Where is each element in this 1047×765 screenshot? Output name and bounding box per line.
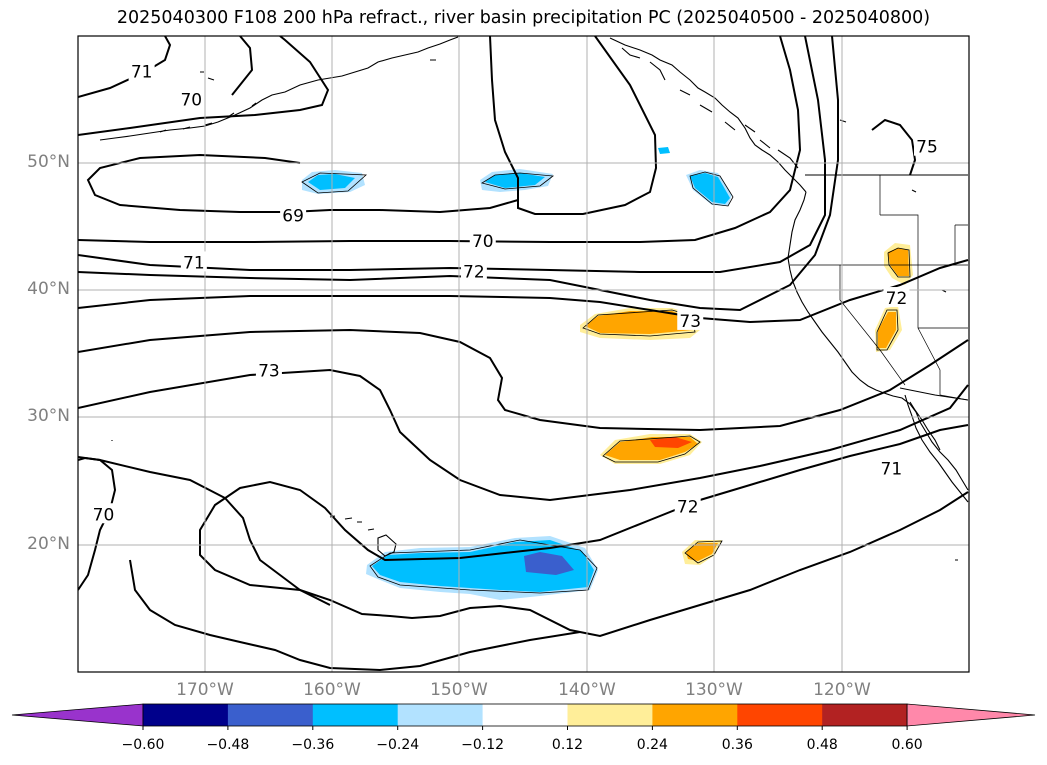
baja-coast: [904, 394, 969, 503]
colorbar-segment: [652, 704, 738, 726]
contour-line: [78, 328, 969, 432]
contour-label-bg: [180, 251, 207, 272]
colorbar-tick-label: −0.48: [206, 737, 250, 753]
contour-label-bg: [128, 60, 155, 81]
contour-label: 73: [258, 362, 280, 382]
contour-label-bg: [460, 260, 487, 281]
lat-label: 20°N: [27, 534, 70, 554]
contour-line: [86, 153, 519, 214]
precip-shading: [302, 147, 913, 600]
precip-positive-blob: [878, 312, 896, 348]
colorbar-segment: [482, 704, 568, 726]
precip-negative-blob: [690, 173, 730, 204]
lon-label: 120°W: [813, 680, 871, 700]
precip-positive-blob: [650, 437, 692, 448]
contour-line: [129, 559, 581, 672]
colorbar-segment: [822, 704, 908, 726]
contour-line: [78, 36, 826, 273]
contour-line: [78, 36, 330, 136]
precip-outlines: [301, 171, 911, 594]
refractivity-contours: [78, 36, 969, 672]
map-panel: 71 70 69 70 71 72 73 73 72 71 70 75 72: [77, 35, 970, 673]
contour-line: [199, 424, 969, 606]
contour-label-bg: [280, 204, 307, 225]
colorbar-segment: [737, 704, 823, 726]
contour-labels: 71 70 69 70 71 72 73 73 72 71 70 75 72: [90, 60, 940, 525]
gulf-california: [909, 401, 941, 451]
contour-line: [78, 456, 969, 638]
colorbar-segment: [143, 704, 229, 726]
colorbar-segment: [227, 704, 314, 726]
precip-positive-blob: [686, 543, 718, 561]
colorbar-tick-label: 0.24: [636, 737, 668, 753]
colorbar-segment: [567, 704, 653, 726]
colorbar-segment: [312, 704, 399, 726]
contour-label-bg: [469, 229, 496, 250]
lon-label: 170°W: [176, 680, 234, 700]
contour-line: [78, 456, 117, 591]
hawaii-islands: [329, 515, 397, 557]
north-america-coast: [787, 191, 969, 491]
contour-label-bg: [674, 495, 701, 516]
contour-label: 72: [463, 262, 485, 282]
contour-line: [871, 118, 917, 176]
precip-positive-blob: [585, 311, 693, 334]
lon-label: 130°W: [685, 680, 743, 700]
contour-label: 70: [472, 232, 494, 252]
contour-label-bg: [90, 503, 117, 524]
contour-line: [231, 36, 254, 96]
contour-label-bg: [883, 287, 910, 308]
map-frame: [77, 35, 970, 673]
lon-label: 140°W: [558, 680, 616, 700]
lon-label: 150°W: [430, 680, 488, 700]
lat-label: 40°N: [27, 279, 70, 299]
precip-negative-blob: [658, 147, 670, 154]
contour-label: 71: [183, 253, 205, 273]
lat-label: 50°N: [27, 152, 70, 172]
state-borders: [790, 175, 969, 401]
contour-line: [78, 36, 802, 243]
contour-line: [78, 36, 172, 98]
colorbar-extend-low: [11, 703, 144, 727]
contour-line: [489, 36, 658, 215]
contour-line: [78, 368, 969, 502]
colorbar-tick-label: −0.24: [376, 737, 420, 753]
contour-label: 71: [131, 63, 153, 83]
colorbar-tick-label: 0.60: [891, 737, 923, 753]
colorbar-tick-label: 0.12: [551, 737, 584, 753]
contour-label: 72: [677, 498, 699, 518]
contour-label-bg: [677, 309, 704, 330]
lat-label: 30°N: [27, 406, 70, 426]
colorbar-tick-label: 0.36: [721, 737, 753, 753]
contour-label-bg: [913, 135, 940, 156]
contour-label: 73: [679, 312, 701, 332]
colorbar-segment: [397, 704, 484, 726]
colorbar-extend-high: [906, 703, 1036, 727]
gridlines: [78, 36, 969, 672]
aleutian-coast: [99, 36, 459, 141]
colorbar-tick-label: −0.12: [461, 737, 505, 753]
colorbar-frame: [142, 703, 908, 727]
contour-label: 71: [881, 459, 903, 479]
precip-negative-blob: [485, 173, 545, 188]
contour-label: 69: [282, 206, 304, 226]
contour-label: 70: [180, 91, 202, 111]
precip-positive-blob: [888, 248, 909, 276]
contour-line: [78, 36, 839, 312]
map-title: 2025040300 F108 200 hPa refract., river …: [116, 8, 931, 28]
colorbar-tick-label: −0.36: [291, 737, 335, 753]
contour-label: 75: [916, 138, 938, 158]
contour-label-bg: [878, 457, 905, 478]
colorbar-tick-label: −0.60: [121, 737, 165, 753]
contour-label: 72: [886, 289, 908, 309]
contour-label: 70: [93, 505, 115, 525]
contour-label-bg: [178, 88, 205, 109]
colorbar-tick-label: 0.48: [806, 737, 838, 753]
lon-label: 160°W: [303, 680, 361, 700]
precip-negative-blob: [524, 552, 574, 575]
contour-label-bg: [255, 359, 282, 380]
alaska-coast: [609, 37, 807, 193]
